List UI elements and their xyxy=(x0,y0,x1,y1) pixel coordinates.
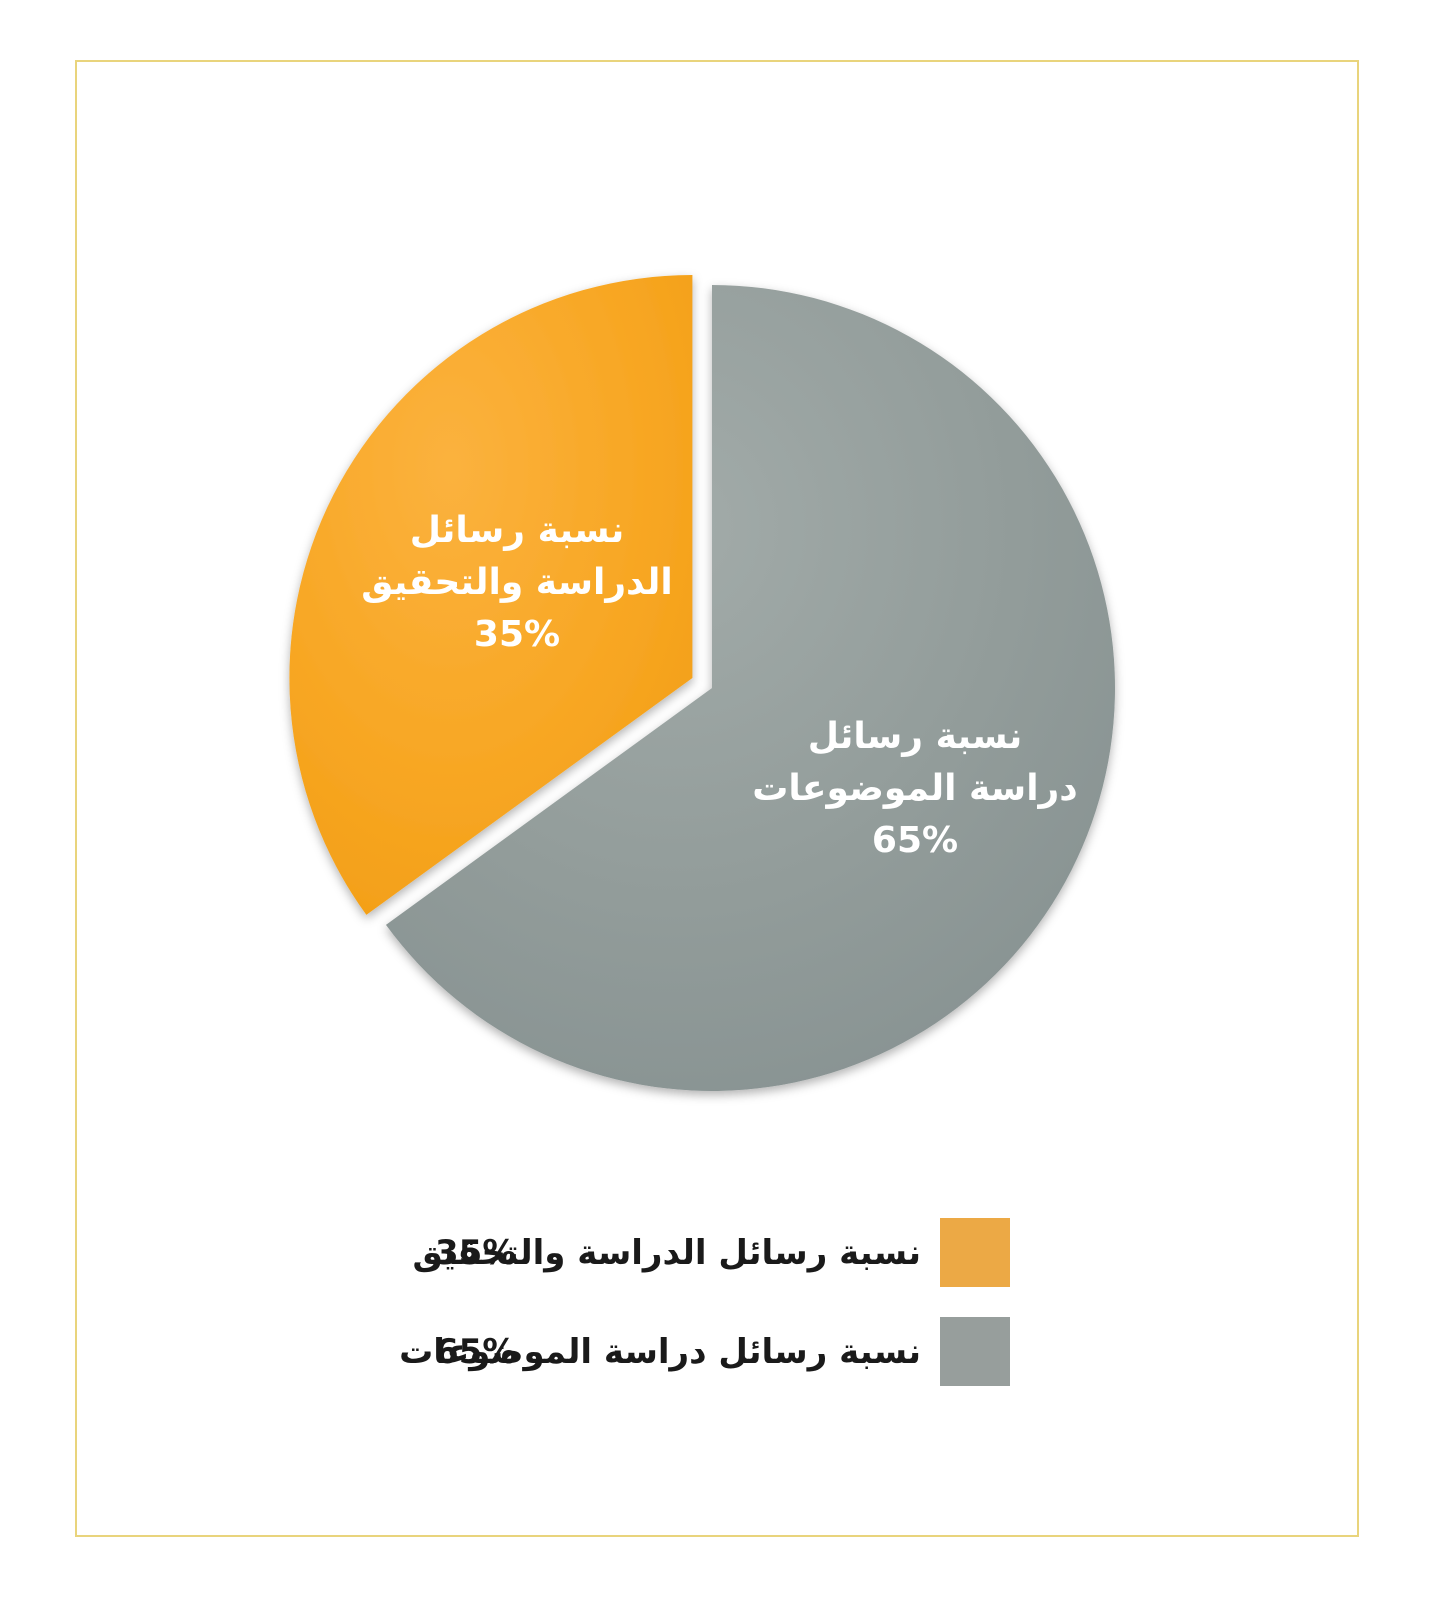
slice-label-line: دراسة الموضوعات xyxy=(752,768,1078,809)
slice-label-percent: 35% xyxy=(473,614,561,655)
legend-swatch-gray xyxy=(940,1317,1010,1386)
slice-label-topics: نسبة رسائل دراسة الموضوعات 65% xyxy=(715,711,1115,867)
pie-slice-topics xyxy=(385,285,1115,1091)
slice-label-study-investigation: نسبة رسائل الدراسة والتحقيق 35% xyxy=(317,505,717,661)
slice-label-line: الدراسة والتحقيق xyxy=(361,562,673,603)
legend-percent: 35% xyxy=(435,1232,517,1273)
legend-swatch-orange xyxy=(940,1218,1010,1287)
legend-item-study-investigation: 35% نسبة رسائل الدراسة والتحقيق xyxy=(412,1218,1010,1287)
legend-label: نسبة رسائل الدراسة والتحقيق xyxy=(412,1232,921,1273)
legend-percent: 65% xyxy=(435,1331,517,1372)
slice-label-percent: 65% xyxy=(871,820,959,861)
slice-label-line: نسبة رسائل xyxy=(807,716,1023,757)
slice-label-line: نسبة رسائل xyxy=(409,510,625,551)
legend-label: نسبة رسائل دراسة الموضوعات xyxy=(399,1331,921,1372)
legend-item-topics: 65% نسبة رسائل دراسة الموضوعات xyxy=(399,1317,1010,1386)
pie-slice-study-investigation xyxy=(289,275,693,915)
